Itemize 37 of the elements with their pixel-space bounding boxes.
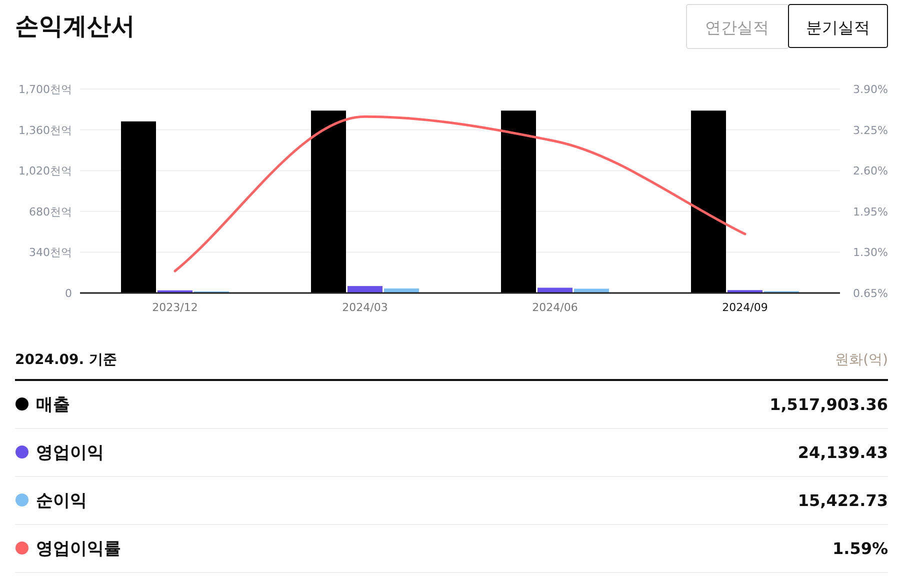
y2-tick-label: 1.95% — [853, 205, 888, 218]
y-tick-label: 1,360천억 — [18, 124, 72, 137]
x-tick-label: 2024/03 — [342, 301, 388, 314]
x-tick-label: 2024/09 — [722, 301, 768, 314]
text: 연간실적 — [705, 18, 769, 37]
x-tick-label: 2024/06 — [532, 301, 578, 314]
text: 24,139.43 — [798, 443, 888, 462]
text: 1.59% — [832, 539, 888, 558]
legend-label: 영업이익 — [36, 443, 104, 463]
bar — [538, 288, 572, 293]
text: 원화(억) — [835, 352, 888, 368]
bar — [501, 110, 536, 293]
text: 분기실적 — [806, 18, 870, 37]
bar — [348, 286, 382, 293]
bar — [311, 110, 346, 293]
y2-tick-label: 2.60% — [853, 164, 888, 178]
text: 1,517,903.36 — [770, 395, 888, 414]
legend-label: 매출 — [36, 395, 70, 415]
y-tick-label: 340천억 — [29, 246, 72, 260]
bar — [121, 121, 156, 293]
y-tick-label: 1,700천억 — [18, 83, 72, 96]
y-tick-label: 680천억 — [29, 205, 72, 218]
text: 2024.09. 기준 — [15, 352, 117, 368]
x-tick-label: 2023/12 — [152, 301, 198, 314]
bar — [691, 110, 726, 293]
legend-label: 영업이익률 — [36, 539, 121, 559]
line-series — [174, 115, 746, 272]
y2-tick-label: 3.25% — [853, 124, 888, 137]
y2-tick-label: 1.30% — [853, 246, 888, 260]
y-tick-label: 0 — [65, 287, 72, 300]
legend-label: 순이익 — [36, 491, 87, 511]
y2-tick-label: 0.65% — [853, 287, 888, 300]
text: 15,422.73 — [798, 491, 888, 510]
bar — [574, 288, 609, 293]
y-tick-label: 1,020천억 — [18, 164, 72, 178]
chart-title: 손익계산서 — [15, 12, 135, 40]
y2-tick-label: 3.90% — [853, 83, 888, 96]
